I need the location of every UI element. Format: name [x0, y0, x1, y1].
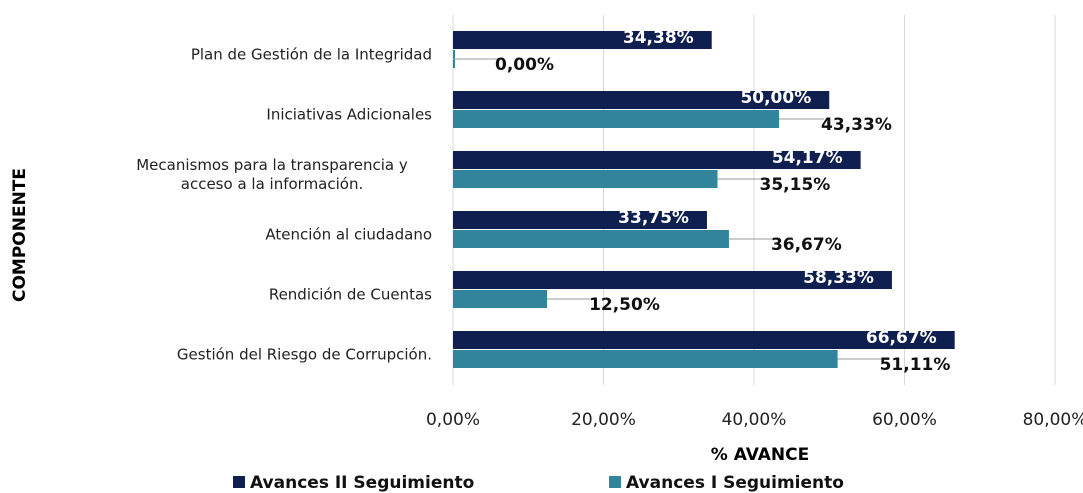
- x-tick-label: 40,00%: [722, 410, 787, 430]
- bar: [453, 170, 718, 188]
- bar: [453, 31, 712, 49]
- data-label: 12,50%: [589, 295, 660, 315]
- x-tick-label: 80,00%: [1023, 410, 1083, 430]
- x-tick-label: 0,00%: [426, 410, 480, 430]
- y-tick-label: Mecanismos para la transparencia y acces…: [136, 156, 408, 193]
- data-label: 66,67%: [866, 328, 937, 348]
- data-label: 0,00%: [495, 55, 554, 75]
- legend-label: Avances II Seguimiento: [250, 473, 474, 493]
- bar: [453, 290, 548, 308]
- x-axis-title: % AVANCE: [711, 445, 809, 465]
- data-label: 50,00%: [740, 88, 811, 108]
- data-label: 34,38%: [623, 28, 694, 48]
- data-label: 58,33%: [803, 268, 874, 288]
- bar: [453, 230, 729, 248]
- bar: [453, 151, 861, 169]
- bar: [453, 110, 780, 128]
- data-label: 54,17%: [772, 148, 843, 168]
- data-label: 33,75%: [618, 208, 689, 228]
- y-axis-title: COMPONENTE: [10, 168, 30, 302]
- bar: [453, 331, 955, 349]
- y-tick-label: Rendición de Cuentas: [268, 285, 432, 304]
- legend-swatch: [233, 476, 245, 488]
- y-tick-label: Gestión del Riesgo de Corrupción.: [176, 345, 432, 364]
- x-tick-label: 20,00%: [571, 410, 636, 430]
- x-tick-label: 60,00%: [872, 410, 937, 430]
- legend-swatch: [609, 476, 621, 488]
- y-tick-label: Plan de Gestión de la Integridad: [190, 45, 432, 64]
- data-label: 36,67%: [771, 235, 842, 255]
- bar: [453, 211, 707, 229]
- legend-label: Avances I Seguimiento: [626, 473, 844, 493]
- bar: [453, 91, 830, 109]
- y-tick-label: Iniciativas Adicionales: [266, 105, 432, 124]
- data-label: 51,11%: [880, 355, 951, 375]
- bar: [453, 350, 838, 368]
- data-label: 43,33%: [821, 115, 892, 135]
- y-tick-label: Atención al ciudadano: [265, 225, 432, 244]
- bar: [453, 271, 892, 289]
- data-label: 35,15%: [760, 175, 831, 195]
